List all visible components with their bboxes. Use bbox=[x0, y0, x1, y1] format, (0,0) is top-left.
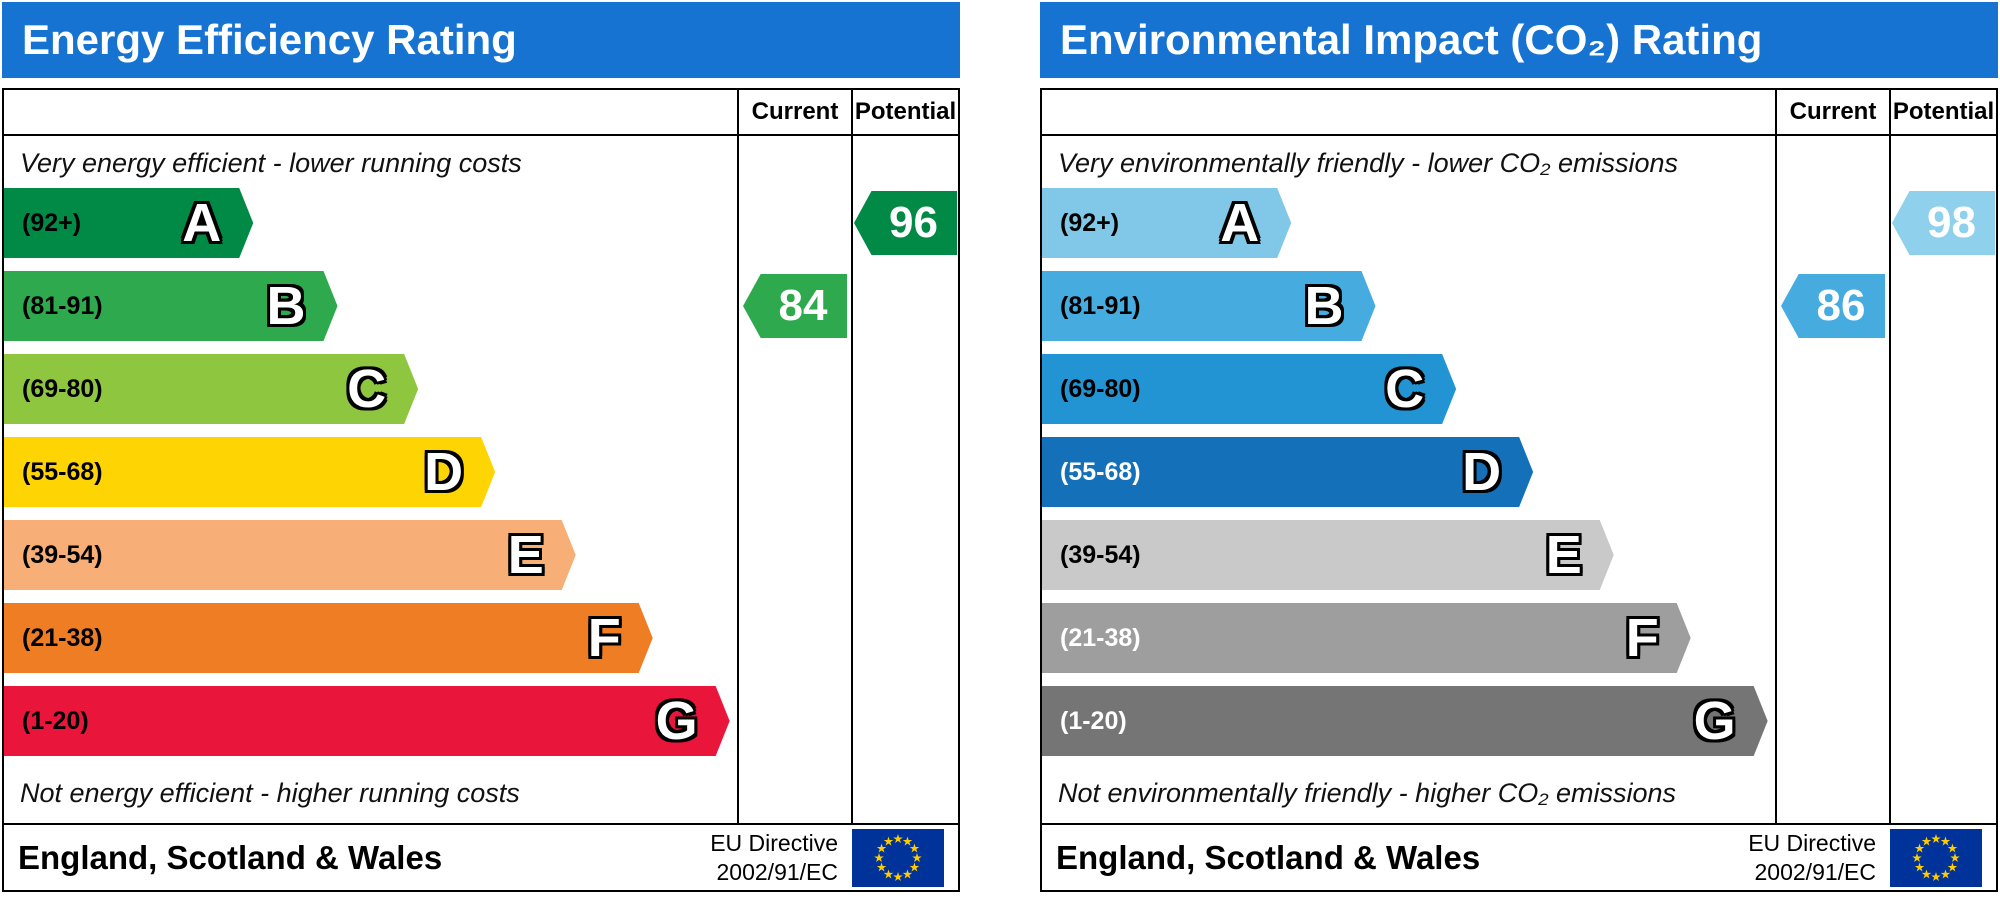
band-range-label: (81-91) bbox=[22, 291, 103, 320]
eu-flag-icon bbox=[852, 828, 944, 887]
co2-chart-body: Current Potential Very environmentally f… bbox=[1040, 88, 1998, 825]
band-range-label: (92+) bbox=[22, 208, 82, 237]
current-rating-value: 84 bbox=[778, 281, 828, 330]
band-range-label: (55-68) bbox=[22, 457, 103, 486]
eu-directive-label: EU Directive 2002/91/EC bbox=[1748, 829, 1876, 885]
band-range-label: (92+) bbox=[1060, 208, 1120, 237]
band-letter: B bbox=[266, 276, 306, 336]
band-row: (81-91) B bbox=[4, 271, 737, 341]
energy-bands: (92+) A (81-91) B (69-80) C (55-68) bbox=[4, 188, 737, 769]
band-row: (39-54) E bbox=[1042, 520, 1775, 590]
co2-band-C-bar: (69-80) C bbox=[1042, 354, 1456, 424]
energy-chart-title-bar: Energy Efficiency Rating bbox=[2, 2, 960, 78]
energy-band-B-bar: (81-91) B bbox=[4, 271, 338, 341]
band-row: (21-38) F bbox=[1042, 603, 1775, 673]
energy-band-E-bar: (39-54) E bbox=[4, 520, 576, 590]
energy-band-C-bar: (69-80) C bbox=[4, 354, 418, 424]
band-letter: G bbox=[1693, 691, 1736, 751]
column-divider bbox=[1775, 90, 1777, 823]
band-range-label: (81-91) bbox=[1060, 291, 1141, 320]
current-column-header: Current bbox=[1789, 98, 1877, 125]
band-row: (92+) A bbox=[1042, 188, 1775, 258]
band-row: (69-80) C bbox=[4, 354, 737, 424]
band-letter: F bbox=[587, 608, 621, 668]
region-label: England, Scotland & Wales bbox=[18, 838, 443, 876]
co2-band-D-bar: (55-68) D bbox=[1042, 437, 1533, 507]
energy-chart-body: Current Potential Very energy efficient … bbox=[2, 88, 960, 825]
band-letter: G bbox=[655, 691, 698, 751]
band-row: (39-54) E bbox=[4, 520, 737, 590]
potential-rating-arrow: 96 bbox=[854, 191, 957, 255]
co2-chart-footer: England, Scotland & Wales EU Directive 2… bbox=[1040, 823, 1998, 892]
current-rating-value: 86 bbox=[1816, 281, 1866, 330]
band-row: (92+) A bbox=[4, 188, 737, 258]
band-letter: B bbox=[1304, 276, 1344, 336]
energy-efficiency-chart: Energy Efficiency Rating Current Potenti… bbox=[2, 2, 960, 892]
band-letter: A bbox=[182, 193, 222, 253]
potential-rating-arrow: 98 bbox=[1892, 191, 1995, 255]
footer-right: EU Directive 2002/91/EC bbox=[710, 828, 944, 887]
band-letter: F bbox=[1625, 608, 1659, 668]
current-rating-arrow: 84 bbox=[743, 274, 847, 338]
column-divider bbox=[851, 90, 853, 823]
band-letter: E bbox=[1545, 525, 1582, 585]
energy-band-A-bar: (92+) A bbox=[4, 188, 253, 258]
band-range-label: (39-54) bbox=[1060, 540, 1141, 569]
current-rating-arrow: 86 bbox=[1781, 274, 1885, 338]
co2-band-E-bar: (39-54) E bbox=[1042, 520, 1614, 590]
column-divider bbox=[1889, 90, 1891, 823]
energy-band-G-bar: (1-20) G bbox=[4, 686, 730, 756]
band-range-label: (1-20) bbox=[22, 706, 89, 735]
potential-column-header: Potential bbox=[1892, 98, 1995, 125]
co2-band-B-bar: (81-91) B bbox=[1042, 271, 1376, 341]
band-row: (1-20) G bbox=[4, 686, 737, 756]
current-column-header: Current bbox=[751, 98, 839, 125]
top-note: Very energy efficient - lower running co… bbox=[20, 148, 522, 178]
eu-flag-icon bbox=[1890, 828, 1982, 887]
potential-rating-value: 96 bbox=[889, 198, 938, 247]
band-range-label: (55-68) bbox=[1060, 457, 1141, 486]
band-range-label: (69-80) bbox=[1060, 374, 1141, 403]
co2-chart-title: Environmental Impact (CO₂) Rating bbox=[1060, 16, 1763, 63]
band-range-label: (21-38) bbox=[22, 623, 103, 652]
top-note: Very environmentally friendly - lower CO… bbox=[1058, 148, 1678, 178]
energy-chart-title: Energy Efficiency Rating bbox=[22, 16, 517, 63]
bottom-note: Not energy efficient - higher running co… bbox=[20, 778, 520, 808]
co2-band-A-bar: (92+) A bbox=[1042, 188, 1291, 258]
band-letter: D bbox=[1462, 442, 1502, 502]
band-letter: C bbox=[347, 359, 387, 419]
column-header-row: Current Potential bbox=[1042, 90, 1996, 136]
band-range-label: (21-38) bbox=[1060, 623, 1141, 652]
band-letter: E bbox=[507, 525, 544, 585]
band-row: (81-91) B bbox=[1042, 271, 1775, 341]
co2-bands: (92+) A (81-91) B (69-80) C (55-68) bbox=[1042, 188, 1775, 769]
column-header-row: Current Potential bbox=[4, 90, 958, 136]
band-row: (1-20) G bbox=[1042, 686, 1775, 756]
band-letter: D bbox=[424, 442, 464, 502]
band-range-label: (69-80) bbox=[22, 374, 103, 403]
band-range-label: (39-54) bbox=[22, 540, 103, 569]
potential-rating-value: 98 bbox=[1927, 198, 1976, 247]
band-row: (21-38) F bbox=[4, 603, 737, 673]
potential-column-header: Potential bbox=[854, 98, 957, 125]
band-range-label: (1-20) bbox=[1060, 706, 1127, 735]
footer-right: EU Directive 2002/91/EC bbox=[1748, 828, 1982, 887]
eu-directive-label: EU Directive 2002/91/EC bbox=[710, 829, 838, 885]
band-row: (55-68) D bbox=[4, 437, 737, 507]
environmental-impact-chart: Environmental Impact (CO₂) Rating Curren… bbox=[1040, 2, 1998, 892]
band-letter: C bbox=[1385, 359, 1425, 419]
band-letter: A bbox=[1220, 193, 1260, 253]
band-row: (55-68) D bbox=[1042, 437, 1775, 507]
column-divider bbox=[737, 90, 739, 823]
co2-band-G-bar: (1-20) G bbox=[1042, 686, 1768, 756]
energy-band-D-bar: (55-68) D bbox=[4, 437, 495, 507]
energy-band-F-bar: (21-38) F bbox=[4, 603, 653, 673]
region-label: England, Scotland & Wales bbox=[1056, 838, 1481, 876]
bottom-note: Not environmentally friendly - higher CO… bbox=[1058, 778, 1677, 808]
energy-chart-footer: England, Scotland & Wales EU Directive 2… bbox=[2, 823, 960, 892]
band-row: (69-80) C bbox=[1042, 354, 1775, 424]
co2-chart-title-bar: Environmental Impact (CO₂) Rating bbox=[1040, 2, 1998, 78]
co2-band-F-bar: (21-38) F bbox=[1042, 603, 1691, 673]
